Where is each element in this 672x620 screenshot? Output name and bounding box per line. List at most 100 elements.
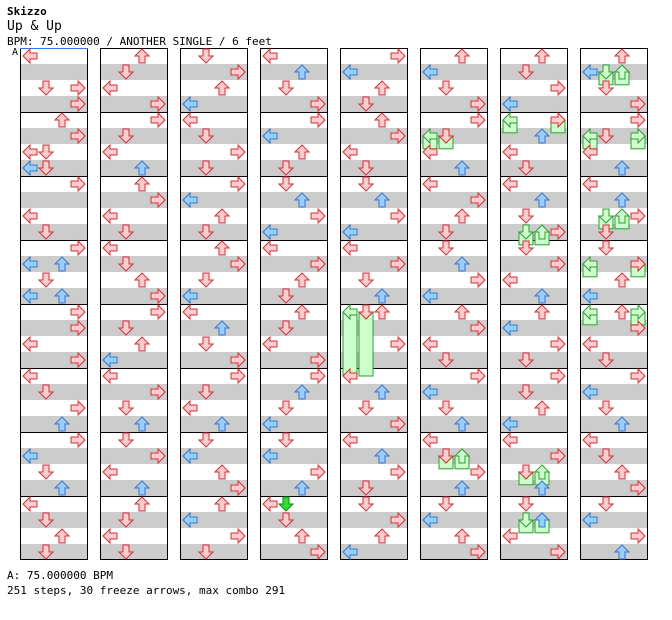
step-arrow <box>613 48 631 64</box>
step-arrow <box>550 335 566 353</box>
step-arrow <box>517 496 535 512</box>
step-arrow <box>630 255 646 273</box>
stripe <box>180 192 248 208</box>
stripe <box>340 96 408 112</box>
step-arrow <box>117 544 135 560</box>
step-arrow <box>597 448 615 464</box>
step-arrow <box>517 352 535 368</box>
step-arrow <box>293 272 311 288</box>
step-arrow <box>310 367 326 385</box>
step-arrow <box>342 239 358 257</box>
step-arrow <box>582 287 598 305</box>
column-border <box>100 48 168 560</box>
stripe <box>20 320 88 336</box>
step-arrow <box>277 80 295 96</box>
step-arrow <box>150 191 166 209</box>
stripe <box>340 384 408 400</box>
step-arrow <box>550 367 566 385</box>
stripe <box>500 352 568 368</box>
step-arrow <box>197 160 215 176</box>
step-arrow <box>117 400 135 416</box>
step-arrow <box>213 320 231 336</box>
step-arrow <box>582 175 598 193</box>
step-arrow <box>293 144 311 160</box>
step-arrow <box>390 47 406 65</box>
stripe <box>420 544 488 560</box>
step-arrow <box>533 48 551 64</box>
step-arrow <box>597 496 615 512</box>
step-arrow <box>150 303 166 321</box>
stripe <box>420 192 488 208</box>
stripe <box>340 512 408 528</box>
step-arrow <box>437 352 455 368</box>
step-arrow <box>293 480 311 496</box>
stripe <box>100 480 168 496</box>
stripe <box>420 96 488 112</box>
step-arrow <box>533 128 551 144</box>
step-arrow <box>582 63 598 81</box>
step-arrow <box>102 239 118 257</box>
freeze-arrow <box>533 464 551 480</box>
step-arrow <box>230 351 246 369</box>
step-arrow <box>390 207 406 225</box>
step-arrow <box>517 384 535 400</box>
freeze-arrow <box>597 208 615 224</box>
stripe <box>20 544 88 560</box>
step-arrow <box>342 431 358 449</box>
stripe <box>20 224 88 240</box>
freeze-body <box>342 311 358 377</box>
step-arrow <box>37 224 55 240</box>
step-arrow <box>117 512 135 528</box>
step-arrow <box>342 367 358 385</box>
stripe <box>100 320 168 336</box>
step-arrow <box>37 464 55 480</box>
step-arrow <box>597 128 615 144</box>
column-border <box>580 48 648 560</box>
step-arrow <box>582 431 598 449</box>
freeze-arrow <box>613 64 631 80</box>
stripe <box>420 160 488 176</box>
stripe <box>180 128 248 144</box>
step-arrow <box>437 400 455 416</box>
step-arrow <box>277 400 295 416</box>
step-arrow <box>422 175 438 193</box>
stripe <box>180 256 248 272</box>
stripe <box>100 224 168 240</box>
stripe <box>100 352 168 368</box>
step-arrow <box>70 95 86 113</box>
step-arrow <box>613 160 631 176</box>
step-arrow <box>22 367 38 385</box>
stripe <box>100 64 168 80</box>
stripe <box>100 384 168 400</box>
step-arrow <box>22 207 38 225</box>
step-arrow <box>133 496 151 512</box>
step-arrow <box>262 447 278 465</box>
stripe <box>500 224 568 240</box>
step-arrow <box>630 111 646 129</box>
step-arrow <box>470 111 486 129</box>
stripe <box>420 384 488 400</box>
step-arrow <box>262 415 278 433</box>
step-arrow <box>630 367 646 385</box>
step-arrow <box>390 415 406 433</box>
step-arrow <box>582 143 598 161</box>
step-arrow <box>117 256 135 272</box>
stripe <box>260 96 328 112</box>
step-arrow <box>102 79 118 97</box>
step-arrow <box>550 255 566 273</box>
stripe <box>100 544 168 560</box>
freeze-arrow <box>502 111 518 129</box>
song-title: Up & Up <box>7 19 62 34</box>
bpm-marker: A <box>12 47 19 58</box>
stripe <box>340 448 408 464</box>
step-arrow <box>597 80 615 96</box>
step-arrow <box>310 463 326 481</box>
step-arrow <box>70 303 86 321</box>
column-border <box>260 48 328 560</box>
stripe <box>20 64 88 80</box>
stripe <box>180 544 248 560</box>
step-arrow <box>517 160 535 176</box>
stripe <box>20 288 88 304</box>
stripe <box>420 512 488 528</box>
